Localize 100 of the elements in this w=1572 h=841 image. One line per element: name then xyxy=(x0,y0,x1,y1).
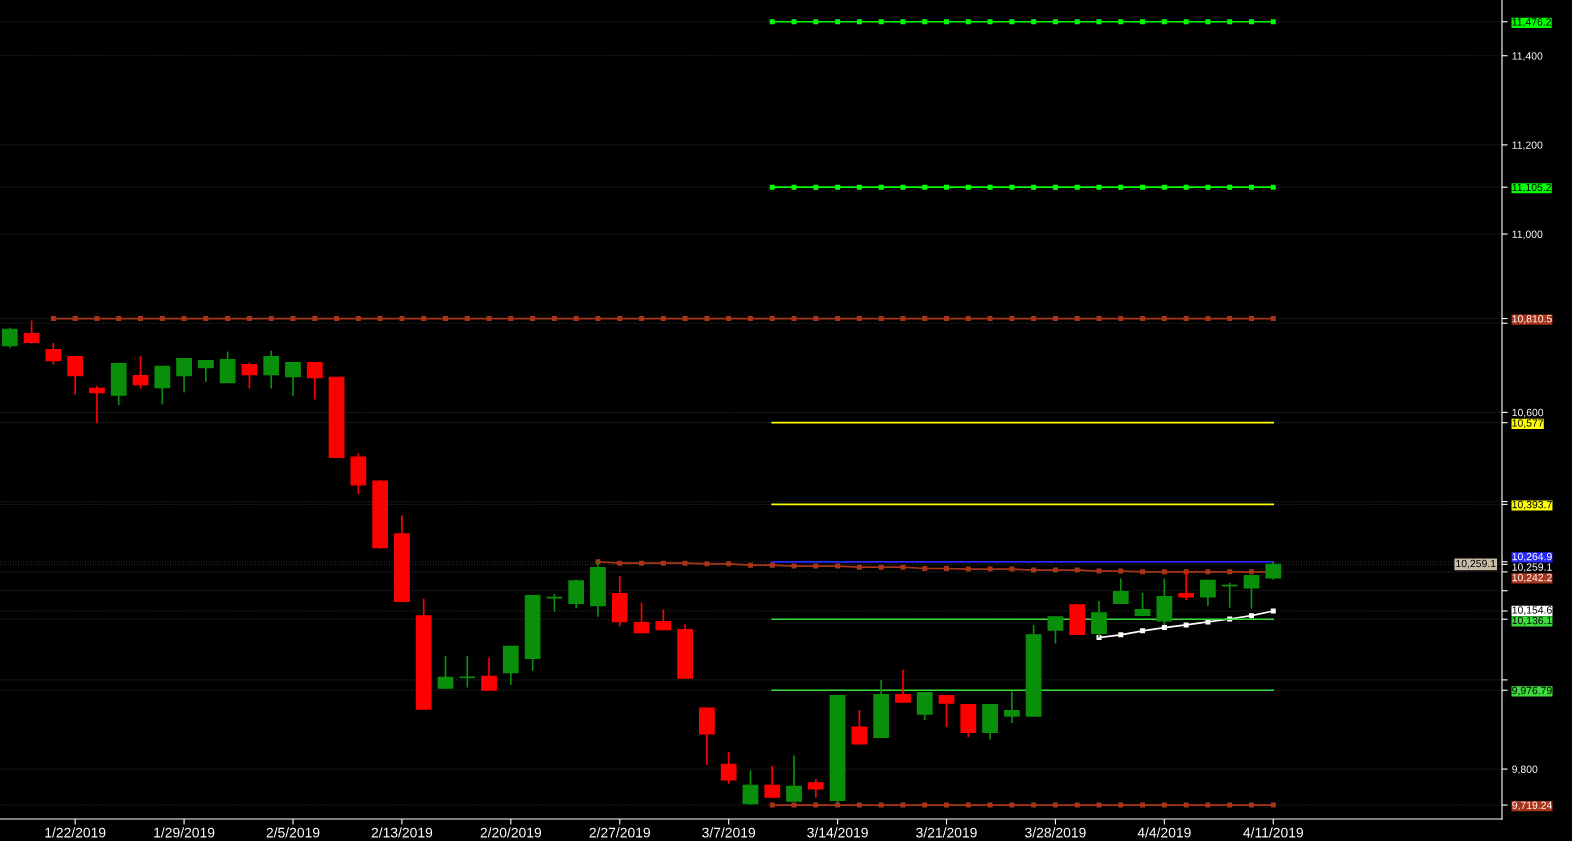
y-tick-label: 11,476.2 xyxy=(1512,18,1551,27)
point xyxy=(769,802,775,808)
x-tick-label: 1/29/2019 xyxy=(154,827,215,838)
point xyxy=(268,316,274,322)
x-tick-label: 3/14/2019 xyxy=(807,827,868,838)
point xyxy=(900,564,906,570)
point xyxy=(856,802,862,808)
point xyxy=(987,566,993,572)
point xyxy=(573,316,579,322)
point xyxy=(1270,608,1276,614)
y-tick-label: 11,400 xyxy=(1512,52,1543,61)
candlestick xyxy=(1,326,18,349)
point xyxy=(1161,19,1167,25)
point xyxy=(1140,802,1146,808)
point xyxy=(1140,569,1146,575)
y-tick-label: 10,154.6 xyxy=(1512,606,1552,615)
point xyxy=(1270,19,1276,25)
point xyxy=(1227,316,1233,322)
point xyxy=(225,316,231,322)
point xyxy=(1052,316,1058,322)
point xyxy=(1227,184,1233,190)
point xyxy=(1096,316,1102,322)
point xyxy=(965,566,971,572)
x-tick-label: 1/22/2019 xyxy=(45,827,106,838)
point xyxy=(856,316,862,322)
point xyxy=(769,316,775,322)
point xyxy=(1096,568,1102,574)
point xyxy=(1227,569,1233,575)
point xyxy=(1031,316,1037,322)
y-tick-label: 10,242.2 xyxy=(1512,573,1552,583)
point xyxy=(660,316,666,322)
point xyxy=(1205,184,1211,190)
candlestick xyxy=(633,601,650,634)
point xyxy=(922,184,928,190)
point xyxy=(1052,19,1058,25)
point xyxy=(1118,19,1124,25)
point xyxy=(1052,184,1058,190)
y-tick-label: 10,577 xyxy=(1512,419,1544,428)
point xyxy=(965,802,971,808)
y-tick-label: 9,976.79 xyxy=(1512,686,1552,696)
point xyxy=(1009,802,1015,808)
point xyxy=(660,560,666,566)
point xyxy=(856,19,862,25)
point xyxy=(835,802,841,808)
point xyxy=(965,316,971,322)
point xyxy=(1074,184,1080,190)
point xyxy=(377,316,383,322)
point xyxy=(987,184,993,190)
x-tick-label: 3/21/2019 xyxy=(916,827,977,838)
point xyxy=(1248,184,1254,190)
point xyxy=(1205,316,1211,322)
candlestick xyxy=(1003,690,1020,724)
point xyxy=(791,184,797,190)
candlestick xyxy=(154,365,171,406)
point xyxy=(878,184,884,190)
point xyxy=(1183,19,1189,25)
point xyxy=(944,184,950,190)
point xyxy=(1140,628,1146,634)
candlestick xyxy=(1200,578,1216,607)
point xyxy=(1248,802,1254,808)
point xyxy=(1118,316,1124,322)
candlestick xyxy=(742,769,759,806)
point xyxy=(726,316,732,322)
point xyxy=(682,560,688,566)
point xyxy=(442,316,448,322)
point xyxy=(1009,19,1015,25)
point xyxy=(813,802,819,808)
point xyxy=(1031,184,1037,190)
point xyxy=(1183,802,1189,808)
point xyxy=(464,316,470,322)
point xyxy=(791,316,797,322)
candlestick xyxy=(176,357,192,394)
point xyxy=(551,316,557,322)
point xyxy=(1009,184,1015,190)
y-tick-label: 11,200 xyxy=(1512,141,1543,150)
point xyxy=(835,184,841,190)
point xyxy=(72,316,78,322)
point xyxy=(769,19,775,25)
point xyxy=(1183,622,1189,628)
point xyxy=(1074,19,1080,25)
point xyxy=(1205,19,1211,25)
point xyxy=(944,19,950,25)
point xyxy=(944,316,950,322)
point xyxy=(1074,567,1080,573)
point xyxy=(94,316,100,322)
point xyxy=(246,316,252,322)
candlestick xyxy=(306,361,323,401)
point xyxy=(878,316,884,322)
point xyxy=(1031,802,1037,808)
x-tick-label: 2/13/2019 xyxy=(371,827,433,838)
point xyxy=(116,316,122,322)
point xyxy=(290,316,296,322)
point xyxy=(747,316,753,322)
candlestick xyxy=(285,361,301,397)
point xyxy=(595,316,601,322)
y-tick-label: 10,393.7 xyxy=(1512,500,1552,510)
point xyxy=(1161,802,1167,808)
point xyxy=(791,563,797,569)
point xyxy=(1205,802,1211,808)
point xyxy=(355,316,361,322)
